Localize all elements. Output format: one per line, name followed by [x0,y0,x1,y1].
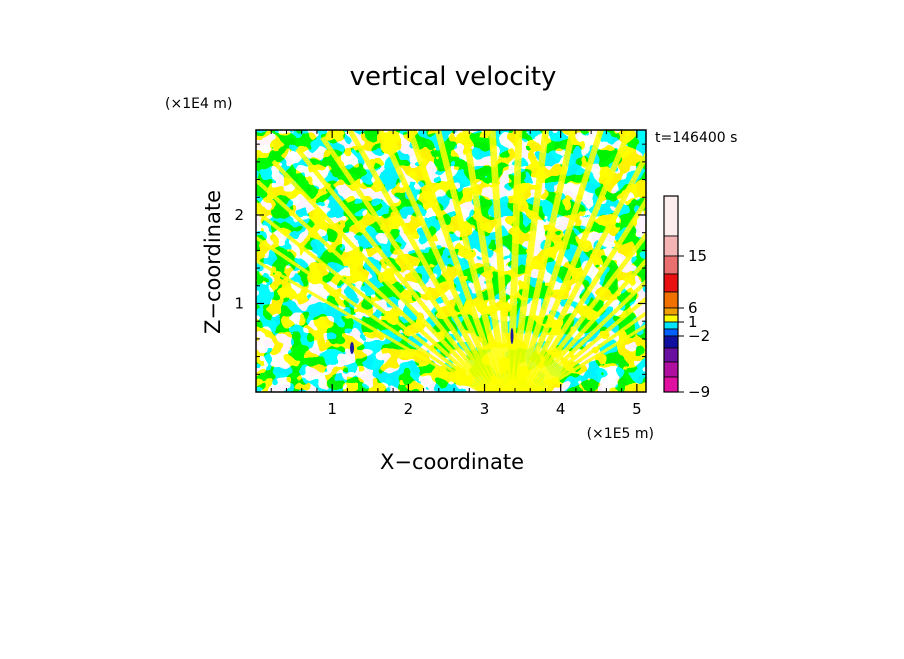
field-stripe [346,130,500,392]
field-stripe [434,130,508,392]
field-stripe [527,257,646,392]
field-stripe [517,130,633,392]
field-dark-spot [350,342,354,354]
colorbar-swatch [663,291,679,309]
field-stripe [256,177,490,392]
field-stripe [534,311,646,392]
x-axis-label: X−coordinate [380,450,524,474]
colorbar-swatch [663,307,679,316]
plot-frame [255,129,647,393]
colorbar-swatch [663,255,679,275]
field-stripe [377,130,503,392]
x-tick-label: 3 [480,400,490,418]
field-stripe [522,196,646,392]
colorbar-swatch [663,321,679,330]
x-tick-label: 5 [632,400,642,418]
field-stripe [488,130,512,392]
y-tick-label: 2 [234,206,244,224]
field-stripe [320,136,498,392]
colorbar-swatch [663,235,679,257]
x-tick-label: 1 [327,400,337,418]
field-stripe [271,159,493,392]
x-tick-label: 2 [404,400,414,418]
time-label: t=146400 s [655,130,737,146]
x-axis: 1 2 3 4 5 [270,130,642,418]
field-stripe [514,130,604,392]
colorbar-label: −2 [688,327,710,345]
field-stripes [256,130,646,392]
colorbar-label: 6 [688,299,698,317]
y-tick-label: 1 [234,294,244,312]
field-stripe [406,130,505,392]
field-stripe [529,278,646,392]
x-axis-multiplier: (×1E5 m) [587,426,654,442]
field-stripe [532,296,646,392]
colorbar-swatch [663,376,679,393]
colorbar: 15 61−2 −9 [663,195,710,401]
chart-title: vertical velocity [350,62,557,92]
y-axis-multiplier: (×1E4 m) [165,96,232,112]
field-stripe [256,258,483,392]
field-stripe [519,150,646,392]
colorbar-label: 15 [688,247,707,265]
field-stripe [509,130,550,392]
field-stripe [256,235,485,392]
field-stripe [461,130,510,392]
field-dark-spot [510,328,514,344]
field-stripe [512,130,577,392]
colorbar-swatch [663,314,679,323]
field-stripe [536,323,646,392]
colorbar-label: 1 [688,313,698,331]
y-axis-label: Z−coordinate [201,190,225,334]
colorbar-swatch [663,335,679,349]
colorbar-swatch [663,347,679,363]
field-stripe [295,147,495,392]
velocity-field [256,130,646,392]
x-tick-label: 4 [556,400,566,418]
colorbar-swatch [663,273,679,293]
colorbar-label: −9 [688,383,710,401]
y-axis: 12 [234,143,646,375]
colorbar-frame [663,195,679,393]
colorbar-swatch [663,328,679,337]
field-stripe [256,208,488,392]
colorbar-swatch [663,361,679,378]
colorbar-swatch [663,195,679,237]
field-stripe [524,230,646,392]
